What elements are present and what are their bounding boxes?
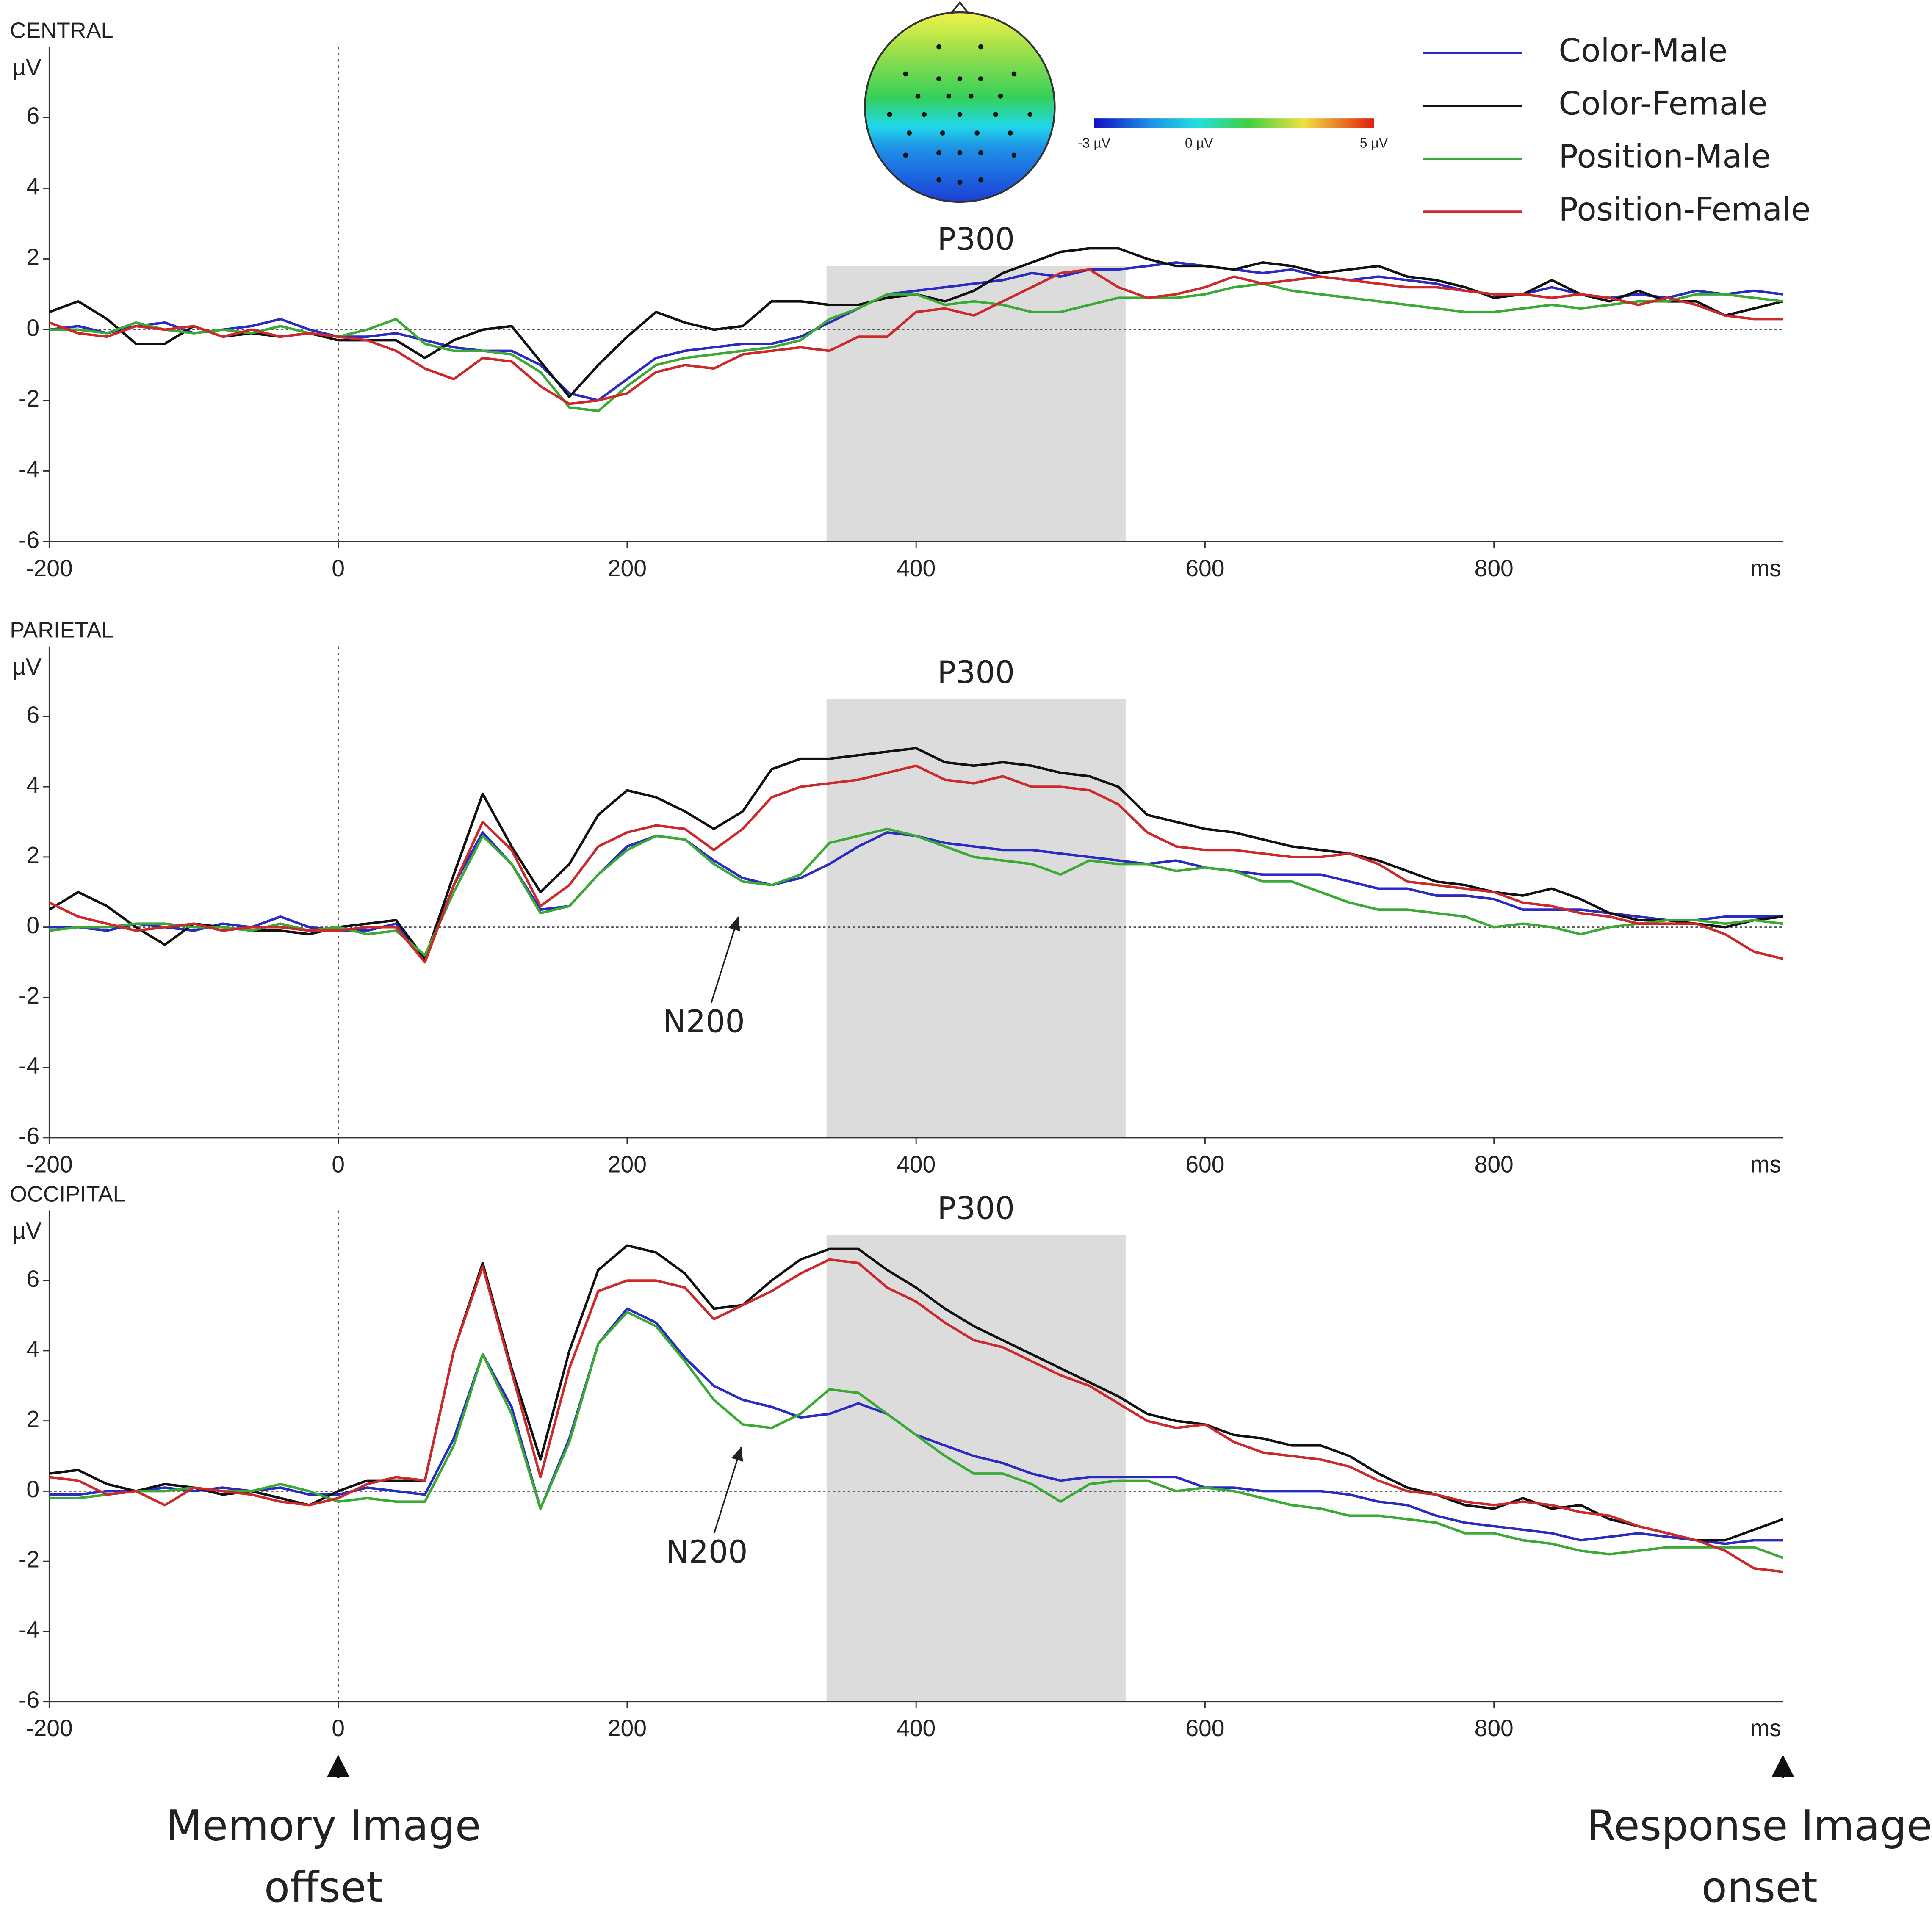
region-label: P300 — [937, 655, 1015, 691]
y-tick-label: 0 — [26, 315, 39, 341]
panel-title: CENTRAL — [10, 18, 113, 43]
y-tick-label: -2 — [19, 982, 39, 1009]
arrow-head — [728, 916, 740, 932]
erp-line — [49, 1311, 1783, 1559]
event-arrow-head — [1771, 1754, 1794, 1777]
x-tick-label: 400 — [897, 555, 936, 581]
y-tick-label: 2 — [26, 842, 39, 868]
annotation-label: N200 — [663, 1004, 745, 1040]
legend-label: Color-Male — [1558, 32, 1727, 69]
y-tick-label: 4 — [26, 173, 39, 199]
colorbar-label: -3 µV — [1078, 136, 1111, 151]
y-tick-label: -6 — [19, 527, 39, 553]
event-label: offset — [264, 1863, 383, 1911]
x-tick-label: 800 — [1475, 1715, 1514, 1741]
y-tick-label: 0 — [26, 912, 39, 938]
topomap — [864, 1, 1056, 203]
x-tick-label: 200 — [608, 1151, 647, 1177]
y-tick-label: -2 — [19, 1546, 39, 1573]
y-axis-label: µV — [12, 54, 42, 80]
y-axis-label: µV — [12, 654, 42, 680]
region-label: P300 — [937, 1191, 1015, 1226]
erp-line — [49, 764, 1783, 964]
y-tick-label: -6 — [19, 1123, 39, 1149]
p300-window — [826, 1235, 1126, 1702]
erp-line — [49, 1258, 1783, 1573]
y-tick-label: 6 — [26, 102, 39, 129]
x-tick-label: -200 — [26, 555, 73, 581]
x-unit: ms — [1750, 555, 1781, 581]
p300-window — [826, 266, 1126, 542]
panel-title: PARIETAL — [10, 618, 113, 643]
x-tick-label: 200 — [608, 555, 647, 581]
x-tick-label: 200 — [608, 1715, 647, 1741]
y-tick-label: 2 — [26, 1406, 39, 1432]
x-tick-label: 400 — [897, 1715, 936, 1741]
region-label: P300 — [937, 222, 1015, 257]
annotation-arrow — [710, 916, 739, 1003]
x-tick-label: 800 — [1475, 1151, 1514, 1177]
erp-line — [49, 268, 1783, 405]
y-tick-label: -6 — [19, 1687, 39, 1713]
x-tick-label: 400 — [897, 1151, 936, 1177]
arrow-head — [731, 1446, 743, 1462]
colorbar — [1094, 118, 1374, 128]
legend-label: Position-Male — [1558, 138, 1771, 175]
erp-line — [49, 827, 1783, 957]
y-tick-label: 6 — [26, 1266, 39, 1292]
x-tick-label: 600 — [1185, 1715, 1224, 1741]
x-tick-label: 0 — [332, 1715, 345, 1741]
y-tick-label: -4 — [19, 1053, 39, 1079]
event-label: Response Image — [1587, 1802, 1932, 1850]
x-tick-label: -200 — [26, 1715, 73, 1741]
y-tick-label: 4 — [26, 772, 39, 798]
y-tick-label: 0 — [26, 1476, 39, 1502]
colorbar-label: 0 µV — [1185, 136, 1213, 151]
legend-label: Color-Female — [1558, 85, 1767, 122]
annotation-arrow — [713, 1446, 742, 1534]
p300-window — [826, 699, 1126, 1138]
colorbar-label: 5 µV — [1360, 136, 1388, 151]
y-tick-label: -2 — [19, 385, 39, 412]
event-label: Memory Image — [166, 1802, 481, 1850]
x-tick-label: 600 — [1185, 555, 1224, 581]
x-unit: ms — [1750, 1715, 1781, 1741]
x-tick-label: 0 — [332, 555, 345, 581]
y-tick-label: 2 — [26, 244, 39, 270]
event-arrow-head — [327, 1754, 349, 1777]
y-tick-label: -4 — [19, 456, 39, 482]
event-label: onset — [1702, 1863, 1818, 1911]
x-tick-label: 800 — [1475, 555, 1514, 581]
x-tick-label: -200 — [26, 1151, 73, 1177]
x-unit: ms — [1750, 1151, 1781, 1177]
y-tick-label: -4 — [19, 1617, 39, 1643]
panel-title: OCCIPITAL — [10, 1182, 125, 1206]
annotation-label: N200 — [666, 1535, 747, 1570]
y-tick-label: 6 — [26, 702, 39, 728]
x-tick-label: 0 — [332, 1151, 345, 1177]
y-tick-label: 4 — [26, 1336, 39, 1362]
erp-line — [49, 1244, 1783, 1542]
legend-label: Position-Female — [1558, 191, 1810, 228]
x-tick-label: 600 — [1185, 1151, 1224, 1177]
y-axis-label: µV — [12, 1217, 42, 1244]
